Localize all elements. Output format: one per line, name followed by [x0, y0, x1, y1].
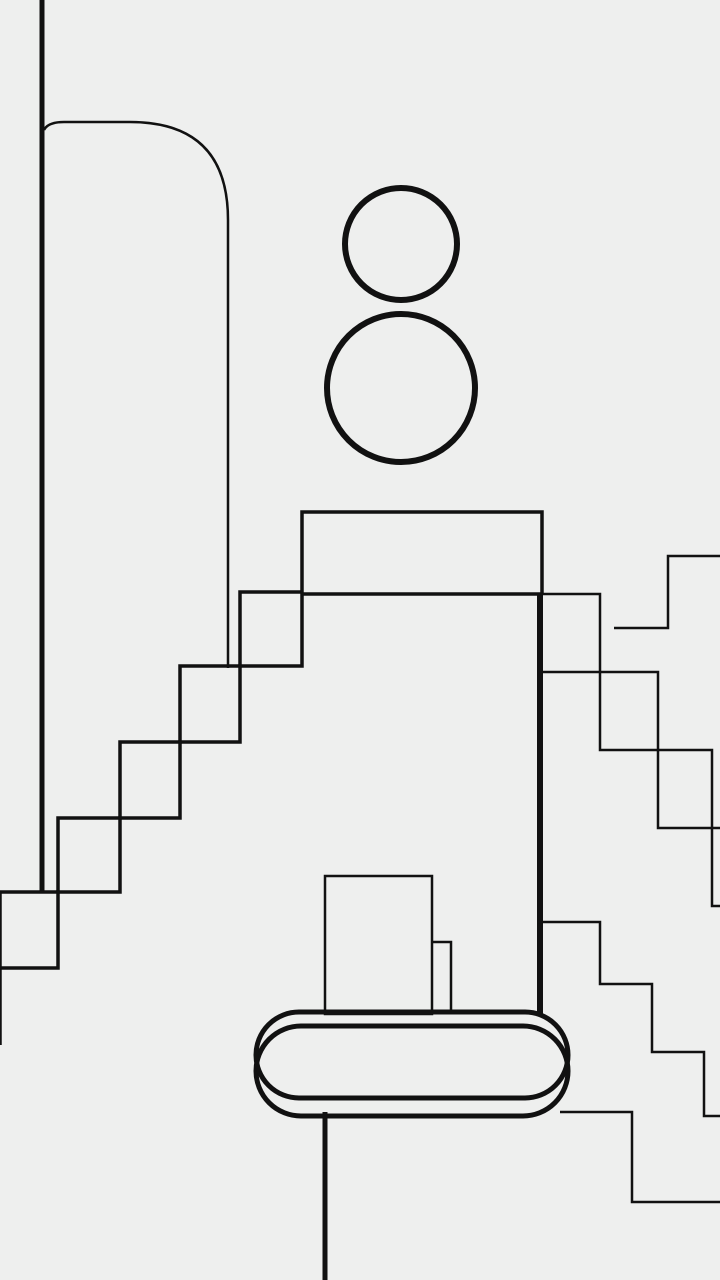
right-staircase-lower: [538, 920, 720, 1118]
rounded-platform[interactable]: [253, 1009, 571, 1119]
left-staircase: [0, 590, 304, 1045]
rounded-arch: [42, 120, 230, 668]
player-body: [324, 311, 478, 465]
central-tower: [302, 592, 543, 1014]
player-figure[interactable]: [324, 185, 478, 465]
right-staircase-lower-bottom: [560, 1110, 720, 1204]
player-head: [342, 185, 460, 303]
right-staircase-upper: [542, 554, 720, 908]
top-box: [300, 510, 544, 594]
